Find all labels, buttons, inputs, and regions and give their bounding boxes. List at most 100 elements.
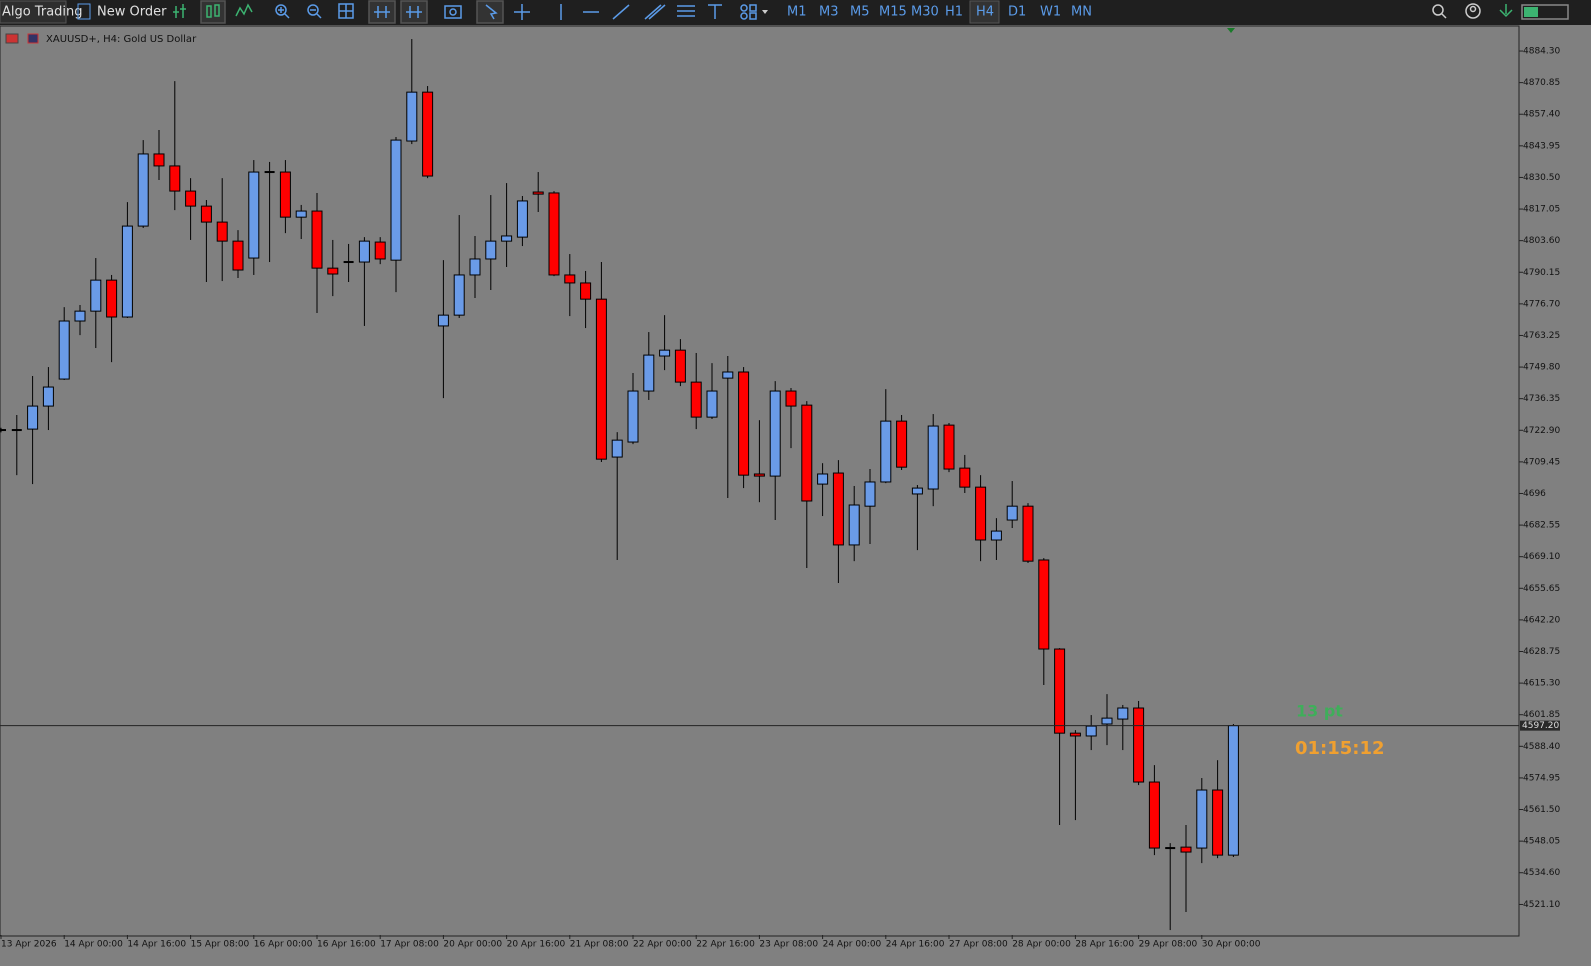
body <box>1022 505 1034 562</box>
body <box>390 139 402 261</box>
new-order-label[interactable]: New Order <box>97 5 167 20</box>
y-tick-label: 4601.85 <box>1523 710 1560 720</box>
timeframe-button[interactable]: H4 <box>976 5 994 20</box>
algo-trading-label: Algo Trading <box>2 5 83 20</box>
y-tick-label: 4776.70 <box>1523 299 1560 309</box>
y-tick-label: 4830.50 <box>1523 173 1560 183</box>
timeframe-button[interactable]: H1 <box>945 5 963 20</box>
y-tick-label: 4843.95 <box>1523 141 1560 151</box>
y-tick-label: 4682.55 <box>1523 521 1560 531</box>
body <box>690 381 702 418</box>
y-tick-label: 4696 <box>1523 489 1546 499</box>
body <box>1227 725 1239 856</box>
body <box>1038 559 1050 650</box>
body <box>959 467 971 488</box>
body <box>564 274 576 284</box>
x-tick-label: 20 Apr 16:00 <box>507 940 566 950</box>
x-tick-label: 28 Apr 16:00 <box>1075 940 1134 950</box>
algo-trading-button[interactable] <box>0 0 67 24</box>
body <box>1054 648 1066 734</box>
body <box>990 530 1002 541</box>
timeframe-button[interactable]: M1 <box>787 5 807 20</box>
toolbar <box>0 0 1591 25</box>
body <box>422 91 434 177</box>
y-tick-label: 4803.60 <box>1523 236 1560 246</box>
x-tick-label: 13 Apr 2026 <box>1 940 57 950</box>
body <box>42 386 54 407</box>
body <box>722 371 734 379</box>
timeframe-button[interactable]: W1 <box>1040 5 1061 20</box>
body <box>469 258 481 276</box>
x-tick-label: 15 Apr 08:00 <box>191 940 250 950</box>
body <box>659 349 671 357</box>
y-tick-label: 4655.65 <box>1523 584 1560 594</box>
x-tick-label: 21 Apr 08:00 <box>570 940 629 950</box>
x-tick-label: 22 Apr 00:00 <box>633 940 692 950</box>
timeframe-button[interactable]: M30 <box>911 5 939 20</box>
y-tick-label: 4736.35 <box>1523 394 1560 404</box>
y-tick-label: 4642.20 <box>1523 615 1560 625</box>
candles <box>0 39 1239 931</box>
dropdown-arrow[interactable] <box>762 10 768 14</box>
body <box>738 371 750 476</box>
x-tick-label: 28 Apr 00:00 <box>1012 940 1071 950</box>
body <box>1006 505 1018 521</box>
body <box>374 241 386 260</box>
symbol-icon <box>27 33 39 44</box>
y-tick-label: 4574.95 <box>1523 773 1560 783</box>
body <box>864 481 876 507</box>
body <box>279 171 291 218</box>
x-tick-label: 24 Apr 00:00 <box>823 940 882 950</box>
body <box>801 404 813 502</box>
annotation: 13 pt <box>1296 702 1343 721</box>
x-tick-label: 29 Apr 08:00 <box>1139 940 1198 950</box>
body <box>1212 789 1224 856</box>
tool-icons[interactable] <box>275 0 757 24</box>
body <box>1180 846 1192 853</box>
y-tick-label: 4870.85 <box>1523 78 1560 88</box>
body <box>769 390 781 477</box>
body <box>880 420 892 483</box>
y-tick-label: 4669.10 <box>1523 552 1560 562</box>
body <box>832 472 844 546</box>
timeframe-button[interactable]: M15 <box>879 5 907 20</box>
body <box>706 390 718 418</box>
body <box>58 320 70 380</box>
x-tick-label: 17 Apr 08:00 <box>380 940 439 950</box>
x-tick-label: 22 Apr 16:00 <box>696 940 755 950</box>
chart-type-icons[interactable] <box>173 0 253 24</box>
body <box>437 314 449 327</box>
body <box>785 390 797 407</box>
body <box>674 349 686 383</box>
body <box>121 225 133 318</box>
new-order-icon <box>77 3 91 20</box>
body <box>927 425 939 490</box>
timeframe-bar: M1 M3 M5 M15 M30 H1 H4 D1 W1 MN <box>787 0 1092 24</box>
body <box>532 191 544 195</box>
body <box>485 240 497 260</box>
body <box>911 487 923 495</box>
timeframe-button[interactable]: M5 <box>850 5 870 20</box>
y-tick-label: 4722.90 <box>1523 426 1560 436</box>
body <box>848 504 860 546</box>
body <box>548 192 560 276</box>
right-icons[interactable] <box>1432 3 1569 20</box>
timeframe-button[interactable]: M3 <box>819 5 839 20</box>
body <box>580 282 592 300</box>
body <box>153 153 165 167</box>
timeframe-button[interactable]: MN <box>1071 5 1092 20</box>
y-tick-label: 4628.75 <box>1523 647 1560 657</box>
body <box>1196 789 1208 849</box>
y-tick-label: 4521.10 <box>1523 900 1560 910</box>
body <box>200 205 212 223</box>
body <box>1117 707 1129 720</box>
y-tick-label: 4615.30 <box>1523 679 1560 689</box>
timeframe-button[interactable]: D1 <box>1008 5 1026 20</box>
body <box>185 190 197 207</box>
body <box>1085 725 1097 737</box>
y-tick-label: 4534.60 <box>1523 868 1560 878</box>
x-tick-label: 30 Apr 00:00 <box>1202 940 1261 950</box>
timeframe-selected <box>969 0 1000 24</box>
y-tick-label: 4790.15 <box>1523 268 1560 278</box>
body <box>627 390 639 443</box>
